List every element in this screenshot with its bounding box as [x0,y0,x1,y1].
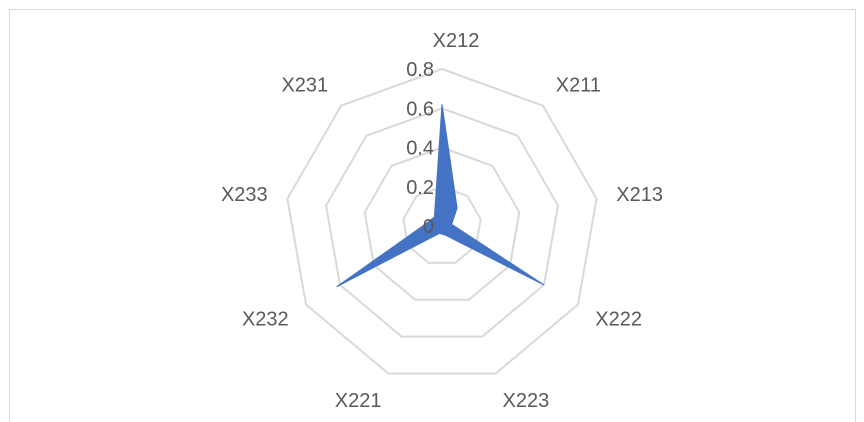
grid-ring [402,185,482,264]
category-label-x222: X222 [595,309,642,331]
tick-label: 0.6 [406,98,434,120]
category-label-x221: X221 [335,390,382,412]
category-label-x232: X232 [242,309,289,331]
grid-ring [324,107,560,338]
category-label-x231: X231 [281,74,328,96]
series-area [336,104,545,288]
category-label-x213: X213 [616,184,663,206]
grid-ring [363,146,521,301]
tick-layer: 0 0.2 0.4 0.6 0.8 [406,59,434,238]
tick-label: 0.8 [406,59,434,81]
chart-frame [9,9,856,422]
tick-label: 0.4 [406,138,434,160]
series-layer [336,104,545,288]
category-label-x212: X212 [433,30,480,52]
category-label-x223: X223 [503,390,550,412]
label-layer: X212 X211 X213 X222 X223 X221 X232 X233 X231 [221,30,663,412]
category-label-x211: X211 [556,74,601,96]
tick-label: 0.2 [406,177,434,199]
tick-label: 0 [423,216,434,238]
grid-layer [286,67,598,375]
grid-ring [286,67,598,375]
category-label-x233: X233 [221,184,268,206]
